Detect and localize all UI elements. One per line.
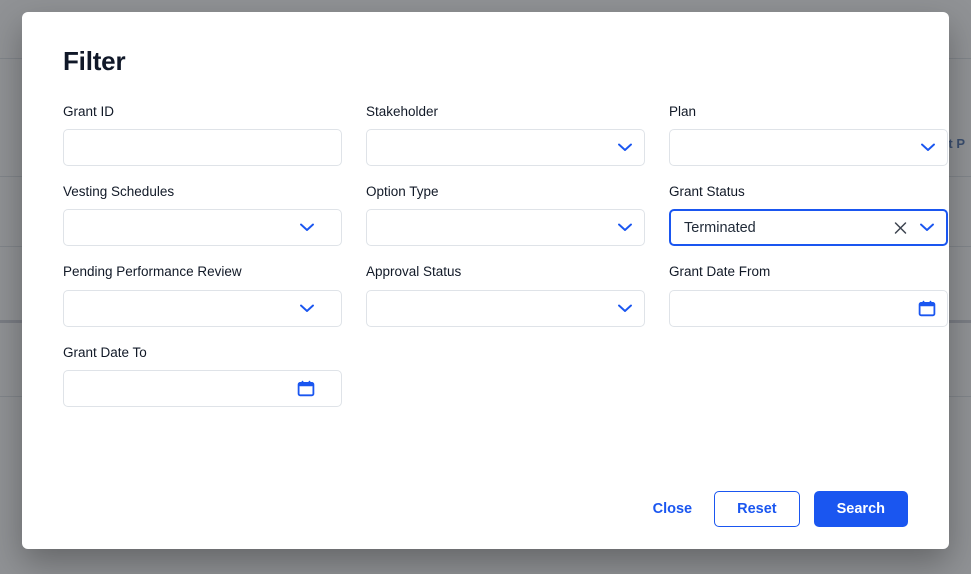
label-plan: Plan (669, 104, 697, 119)
page-title: Filter (63, 46, 126, 76)
filter-modal: Filter Grant ID Stakeholder Plan (22, 12, 949, 549)
chevron-down-icon[interactable] (617, 300, 633, 316)
label-grant-date-to: Grant Date To (63, 344, 147, 360)
field-grant-id: Grant ID (63, 104, 342, 167)
grant-status-value: Terminated (684, 220, 756, 236)
label-grant-date-from: Grant Date From (669, 264, 771, 280)
calendar-icon[interactable] (296, 379, 315, 398)
field-option-type: Option Type (366, 184, 645, 247)
search-button[interactable]: Search (813, 490, 908, 527)
filter-form: Grant ID Stakeholder Plan (42, 104, 948, 425)
close-button[interactable]: Close (645, 491, 701, 528)
chevron-down-icon[interactable] (617, 220, 633, 236)
chevron-down-icon[interactable] (299, 220, 315, 236)
modal-footer: Close Reset Search (42, 490, 929, 550)
label-stakeholder: Stakeholder (366, 104, 439, 119)
chevron-down-icon[interactable] (920, 140, 936, 156)
approval-status-select[interactable] (366, 289, 645, 327)
label-option-type: Option Type (366, 184, 439, 200)
label-grant-status: Grant Status (669, 184, 745, 200)
grant-status-select[interactable]: Terminated (669, 209, 948, 247)
label-pending-performance-review: Pending Performance Review (63, 264, 242, 280)
chevron-down-icon[interactable] (299, 300, 315, 316)
field-grant-date-to: Grant Date To (63, 345, 342, 407)
field-plan: Plan (669, 104, 948, 167)
grant-date-from-input[interactable] (669, 289, 948, 327)
calendar-icon[interactable] (917, 299, 936, 318)
plan-select[interactable] (669, 129, 948, 167)
vesting-schedules-select[interactable] (63, 209, 342, 247)
chevron-down-icon[interactable] (919, 220, 935, 236)
close-icon[interactable] (893, 220, 908, 235)
stakeholder-select[interactable] (366, 129, 645, 167)
field-vesting-schedules: Vesting Schedules (63, 184, 342, 247)
field-approval-status: Approval Status (366, 264, 645, 327)
option-type-select[interactable] (366, 209, 645, 247)
field-grant-date-from: Grant Date From (669, 264, 948, 327)
grant-date-to-input[interactable] (63, 369, 342, 407)
label-approval-status: Approval Status (366, 264, 462, 280)
chevron-down-icon[interactable] (617, 140, 633, 156)
field-pending-performance-review: Pending Performance Review (63, 264, 342, 327)
pending-performance-review-select[interactable] (63, 289, 342, 327)
field-stakeholder: Stakeholder (366, 104, 645, 167)
label-grant-id: Grant ID (63, 104, 115, 119)
grant-id-input[interactable] (63, 129, 342, 167)
reset-button[interactable]: Reset (714, 490, 800, 527)
label-vesting-schedules: Vesting Schedules (63, 184, 175, 200)
field-grant-status: Grant Status Terminated (669, 184, 948, 247)
